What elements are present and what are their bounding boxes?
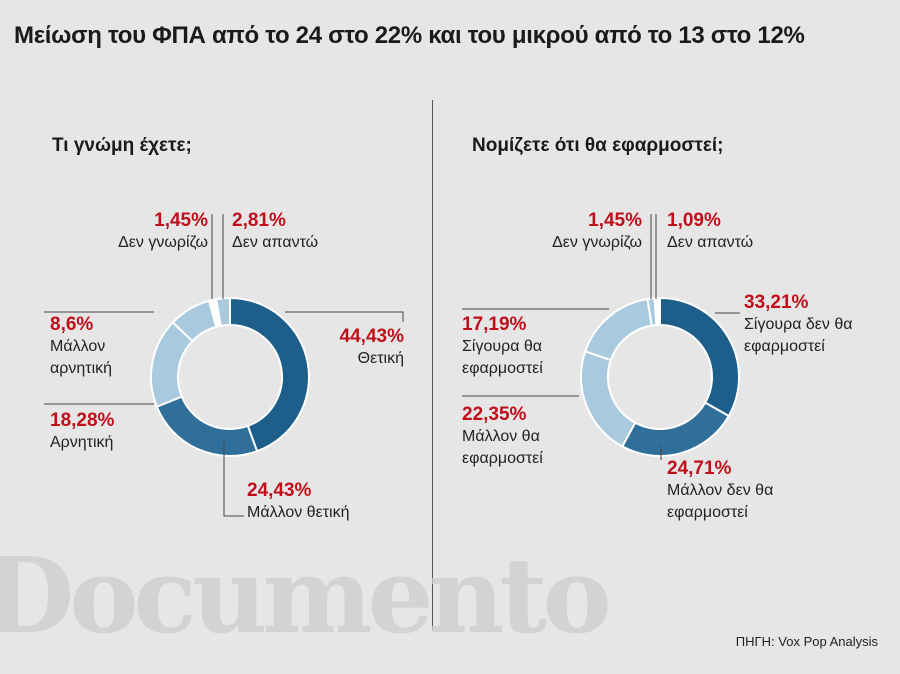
chart-2-label-surely-yes: 17,19% Σίγουρα θα εφαρμοστεί [462, 314, 574, 380]
chart-1-slice-1 [229, 296, 310, 453]
chart-2-slice-6 [653, 296, 661, 327]
data-label-text: Δεν απαντώ [232, 234, 319, 251]
chart-1-label-no-answer: 2,81% Δεν απαντώ [232, 210, 318, 254]
data-label-text: Δεν γνωρίζω [552, 234, 642, 251]
chart-1-label-negative: 18,28% Αρνητική [50, 410, 114, 454]
data-label-pct: 1,45% [588, 210, 642, 231]
data-label-text: Μάλλον θα εφαρμοστεί [462, 428, 543, 467]
source-note: ΠΗΓΗ: Vox Pop Analysis [735, 634, 878, 649]
data-label-pct: 33,21% [744, 292, 809, 313]
data-label-text: Μάλλον αρνητική [50, 338, 113, 377]
chart-1-label-dont-know: 1,45% Δεν γνωρίζω [118, 210, 208, 254]
data-label-text: Δεν γνωρίζω [118, 234, 208, 251]
chart-2-label-no-answer: 1,09% Δεν απαντώ [667, 210, 753, 254]
chart-2-label-dont-know: 1,45% Δεν γνωρίζω [552, 210, 642, 254]
chart-2-slice-4 [584, 297, 653, 362]
documento-watermark: Documento [0, 534, 612, 657]
data-label-pct: 8,6% [50, 314, 94, 335]
page-title: Μείωση του ΦΠΑ από το 24 στο 22% και του… [14, 22, 805, 49]
data-label-pct: 18,28% [50, 410, 115, 431]
chart-1-leader-line [223, 442, 244, 517]
data-label-text: Σίγουρα θα εφαρμοστεί [462, 338, 543, 377]
data-label-pct: 1,09% [667, 210, 721, 231]
data-label-text: Σίγουρα δεν θα εφαρμοστεί [744, 316, 853, 355]
data-label-pct: 22,35% [462, 404, 527, 425]
chart-2-label-rather-yes: 22,35% Μάλλον θα εφαρμοστεί [462, 404, 574, 470]
chart-1-title: Τι γνώμη έχετε; [52, 135, 192, 156]
data-label-pct: 44,43% [339, 326, 404, 347]
data-label-pct: 24,43% [247, 480, 312, 501]
chart-2-slice-1 [659, 296, 740, 418]
data-label-text: Αρνητική [50, 434, 114, 451]
data-label-text: Μάλλον δεν θα εφαρμοστεί [667, 482, 774, 521]
panel-divider [432, 100, 433, 630]
chart-1-label-rather-positive: 24,43% Μάλλον θετική [247, 480, 349, 524]
chart-2-label-surely-not: 33,21% Σίγουρα δεν θα εφαρμοστεί [744, 292, 874, 358]
chart-1-label-positive: 44,43% Θετική [340, 326, 404, 370]
chart-2-slice-3 [580, 350, 637, 448]
chart-1-slice-6 [214, 296, 231, 327]
chart-1-label-rather-negative: 8,6% Μάλλον αρνητική [50, 314, 140, 380]
chart-2-slice-2 [620, 401, 731, 457]
data-label-pct: 2,81% [232, 210, 286, 231]
chart-1-slice-2 [155, 395, 259, 457]
chart-1-leader-line [285, 311, 404, 322]
chart-2-label-rather-not: 24,71% Μάλλον δεν θα εφαρμοστεί [667, 458, 787, 524]
chart-2-title: Νομίζετε ότι θα εφαρμοστεί; [472, 135, 724, 156]
data-label-pct: 1,45% [154, 210, 208, 231]
data-label-text: Θετική [357, 350, 404, 367]
data-label-pct: 24,71% [667, 458, 732, 479]
data-label-text: Δεν απαντώ [667, 234, 754, 251]
data-label-text: Μάλλον θετική [247, 504, 350, 521]
data-label-pct: 17,19% [462, 314, 527, 335]
